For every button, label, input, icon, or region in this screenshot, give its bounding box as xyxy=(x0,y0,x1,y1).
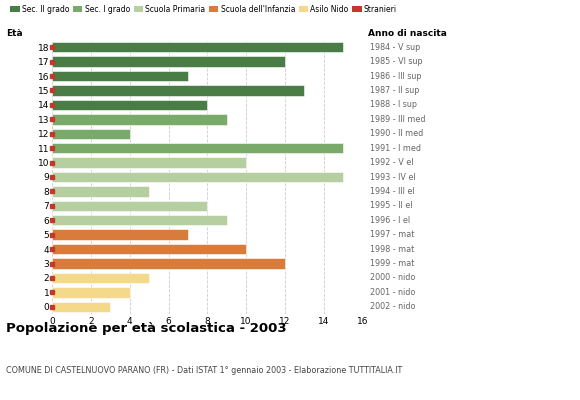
Text: Popolazione per età scolastica - 2003: Popolazione per età scolastica - 2003 xyxy=(6,322,287,335)
Text: 2001 - nido: 2001 - nido xyxy=(370,288,415,297)
Text: 2000 - nido: 2000 - nido xyxy=(370,274,415,282)
Bar xyxy=(52,56,285,67)
Text: 1985 - VI sup: 1985 - VI sup xyxy=(370,57,423,66)
Bar xyxy=(52,186,149,197)
Bar xyxy=(52,172,343,182)
Bar xyxy=(52,128,130,139)
Text: 1996 - I el: 1996 - I el xyxy=(370,216,410,225)
Text: 1997 - mat: 1997 - mat xyxy=(370,230,415,239)
Text: 1994 - III el: 1994 - III el xyxy=(370,187,415,196)
Text: 1999 - mat: 1999 - mat xyxy=(370,259,415,268)
Bar xyxy=(52,71,188,81)
Text: 1984 - V sup: 1984 - V sup xyxy=(370,43,420,52)
Text: Età: Età xyxy=(6,29,23,38)
Text: 1991 - I med: 1991 - I med xyxy=(370,144,421,153)
Text: 1986 - III sup: 1986 - III sup xyxy=(370,72,422,80)
Bar xyxy=(52,244,246,254)
Bar xyxy=(52,230,188,240)
Text: 1989 - III med: 1989 - III med xyxy=(370,115,426,124)
Text: 1992 - V el: 1992 - V el xyxy=(370,158,414,167)
Bar xyxy=(52,157,246,168)
Bar xyxy=(52,143,343,153)
Text: 1995 - II el: 1995 - II el xyxy=(370,201,412,210)
Text: 1990 - II med: 1990 - II med xyxy=(370,129,423,138)
Text: Anno di nascita: Anno di nascita xyxy=(368,29,447,38)
Bar xyxy=(52,258,285,269)
Text: 1987 - II sup: 1987 - II sup xyxy=(370,86,419,95)
Bar xyxy=(52,100,208,110)
Bar xyxy=(52,114,227,124)
Bar xyxy=(52,302,110,312)
Text: 2002 - nido: 2002 - nido xyxy=(370,302,415,311)
Bar xyxy=(52,215,227,226)
Bar xyxy=(52,42,343,52)
Text: COMUNE DI CASTELNUOVO PARANO (FR) - Dati ISTAT 1° gennaio 2003 - Elaborazione TU: COMUNE DI CASTELNUOVO PARANO (FR) - Dati… xyxy=(6,366,402,375)
Text: 1993 - IV el: 1993 - IV el xyxy=(370,172,416,182)
Bar xyxy=(52,273,149,283)
Bar xyxy=(52,287,130,298)
Text: 1988 - I sup: 1988 - I sup xyxy=(370,100,417,109)
Legend: Sec. II grado, Sec. I grado, Scuola Primaria, Scuola dell'Infanzia, Asilo Nido, : Sec. II grado, Sec. I grado, Scuola Prim… xyxy=(10,4,398,14)
Bar xyxy=(52,85,305,96)
Bar xyxy=(52,201,208,211)
Text: 1998 - mat: 1998 - mat xyxy=(370,245,414,254)
